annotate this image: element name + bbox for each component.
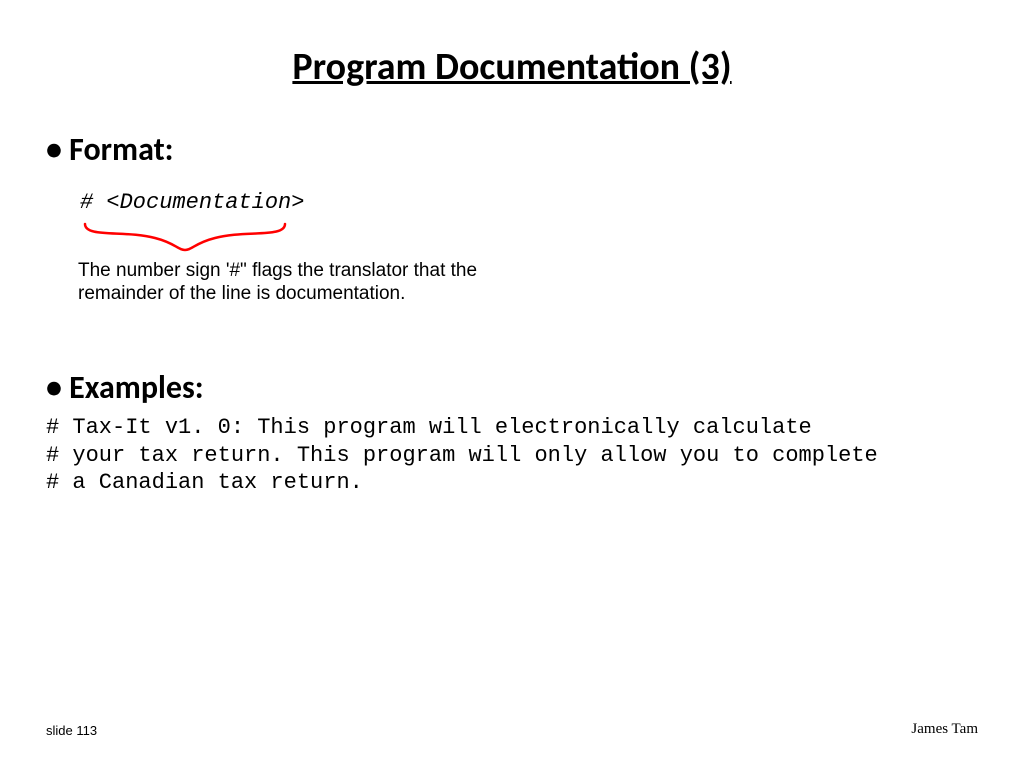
format-code: # <Documentation> [80, 190, 304, 215]
format-heading-row: Format: [46, 130, 174, 169]
examples-heading: Examples: [46, 368, 204, 407]
footer-slide-number: slide 113 [46, 723, 97, 738]
footer-author: James Tam [911, 721, 978, 738]
example-code: # Tax-It v1. 0: This program will electr… [46, 414, 878, 497]
page-title: Program Documentation (3) [0, 44, 1024, 90]
curly-brace-icon [70, 216, 300, 256]
format-heading: Format: [46, 130, 174, 169]
slide: Program Documentation (3) Format: # <Doc… [0, 0, 1024, 768]
examples-heading-row: Examples: [46, 368, 204, 407]
callout-text: The number sign '#" flags the translator… [78, 260, 488, 306]
